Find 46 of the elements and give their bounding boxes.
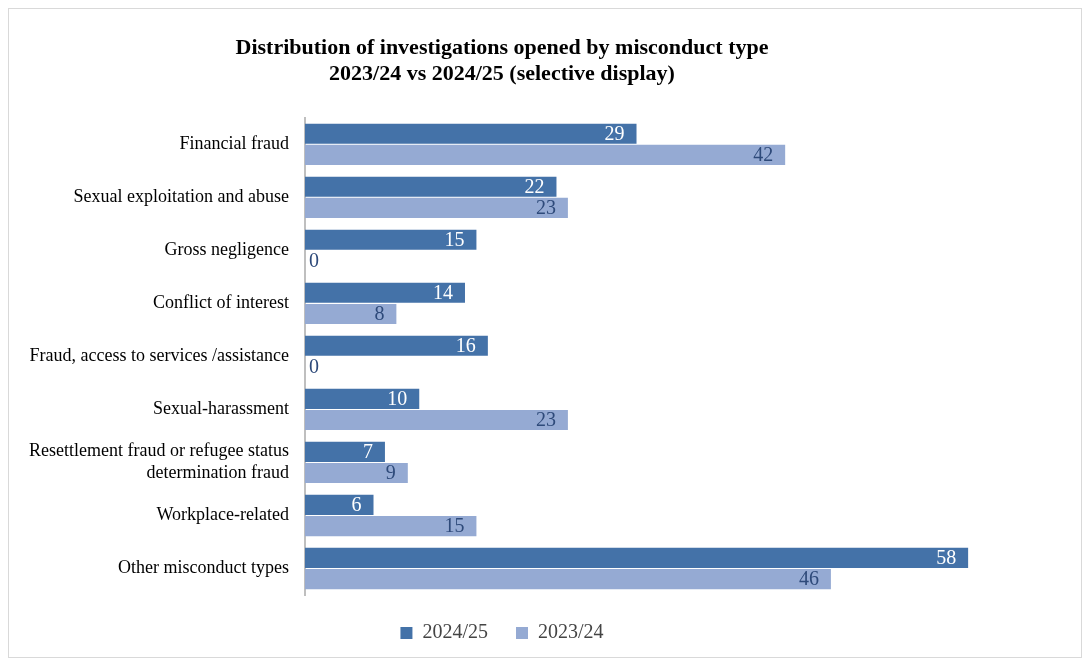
bar [304,144,786,165]
data-label: 8 [374,302,385,325]
bar [304,229,477,250]
legend-label: 2024/25 [422,620,489,643]
data-label: 46 [798,567,819,590]
bar [304,409,568,431]
y-tick-label: Sexual exploitation and abuse [73,186,289,207]
bar [304,441,385,462]
data-label: 23 [535,408,556,431]
bar [304,176,557,197]
y-tick-label: Workplace-related [156,504,289,525]
data-label: 22 [524,174,545,197]
data-label: 6 [351,493,362,516]
data-label: 16 [455,334,476,357]
data-label: 15 [444,228,465,250]
bar [304,197,568,219]
y-tick-label: Gross negligence [164,239,289,260]
bar [304,547,969,568]
data-label: 9 [385,461,396,484]
data-label: 29 [604,121,625,144]
bar [304,123,637,144]
bar [304,494,374,515]
data-label: 14 [432,281,453,304]
data-label: 10 [387,387,408,410]
bar [304,335,488,356]
bar [304,388,420,409]
data-label: 23 [535,196,556,219]
y-tick-label: Financial fraud [179,133,289,154]
y-tick-label: Resettlement fraud or refugee status determination fraud [29,440,289,482]
y-tick-label: Conflict of interest [152,292,289,313]
y-tick-label: Fraud, access to services /assistance [29,345,289,366]
y-tick-label: Sexual-harassment [152,398,289,419]
legend-label: 2023/24 [538,620,604,643]
bar [304,569,831,590]
chart-title: Distribution of investigations opened by misconduct type 2023/24 vs 2024/25 (selective display) [235,33,769,86]
y-tick-label: Other misconduct types [117,557,289,578]
data-label: 0 [308,249,319,272]
bar [304,516,477,537]
data-label: 7 [362,440,373,463]
data-label: 58 [936,546,957,569]
data-label: 15 [444,514,465,537]
bar [304,462,408,484]
bar [304,303,397,325]
data-label: 42 [753,143,774,166]
data-label: 0 [308,355,319,378]
bar [304,282,465,303]
